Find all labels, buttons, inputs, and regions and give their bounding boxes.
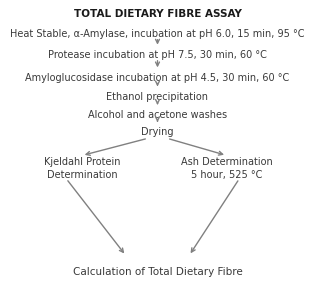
Text: Protease incubation at pH 7.5, 30 min, 60 °C: Protease incubation at pH 7.5, 30 min, 6…: [48, 50, 267, 60]
Text: Calculation of Total Dietary Fibre: Calculation of Total Dietary Fibre: [73, 267, 242, 277]
Text: Ethanol precipitation: Ethanol precipitation: [106, 92, 209, 102]
Text: Amyloglucosidase incubation at pH 4.5, 30 min, 60 °C: Amyloglucosidase incubation at pH 4.5, 3…: [26, 73, 289, 83]
Text: TOTAL DIETARY FIBRE ASSAY: TOTAL DIETARY FIBRE ASSAY: [74, 9, 241, 19]
Text: Ash Determination
5 hour, 525 °C: Ash Determination 5 hour, 525 °C: [181, 157, 273, 180]
Text: Drying: Drying: [141, 127, 174, 137]
Text: Alcohol and acetone washes: Alcohol and acetone washes: [88, 110, 227, 120]
Text: Heat Stable, α-Amylase, incubation at pH 6.0, 15 min, 95 °C: Heat Stable, α-Amylase, incubation at pH…: [10, 29, 305, 39]
Text: Kjeldahl Protein
Determination: Kjeldahl Protein Determination: [44, 157, 120, 180]
